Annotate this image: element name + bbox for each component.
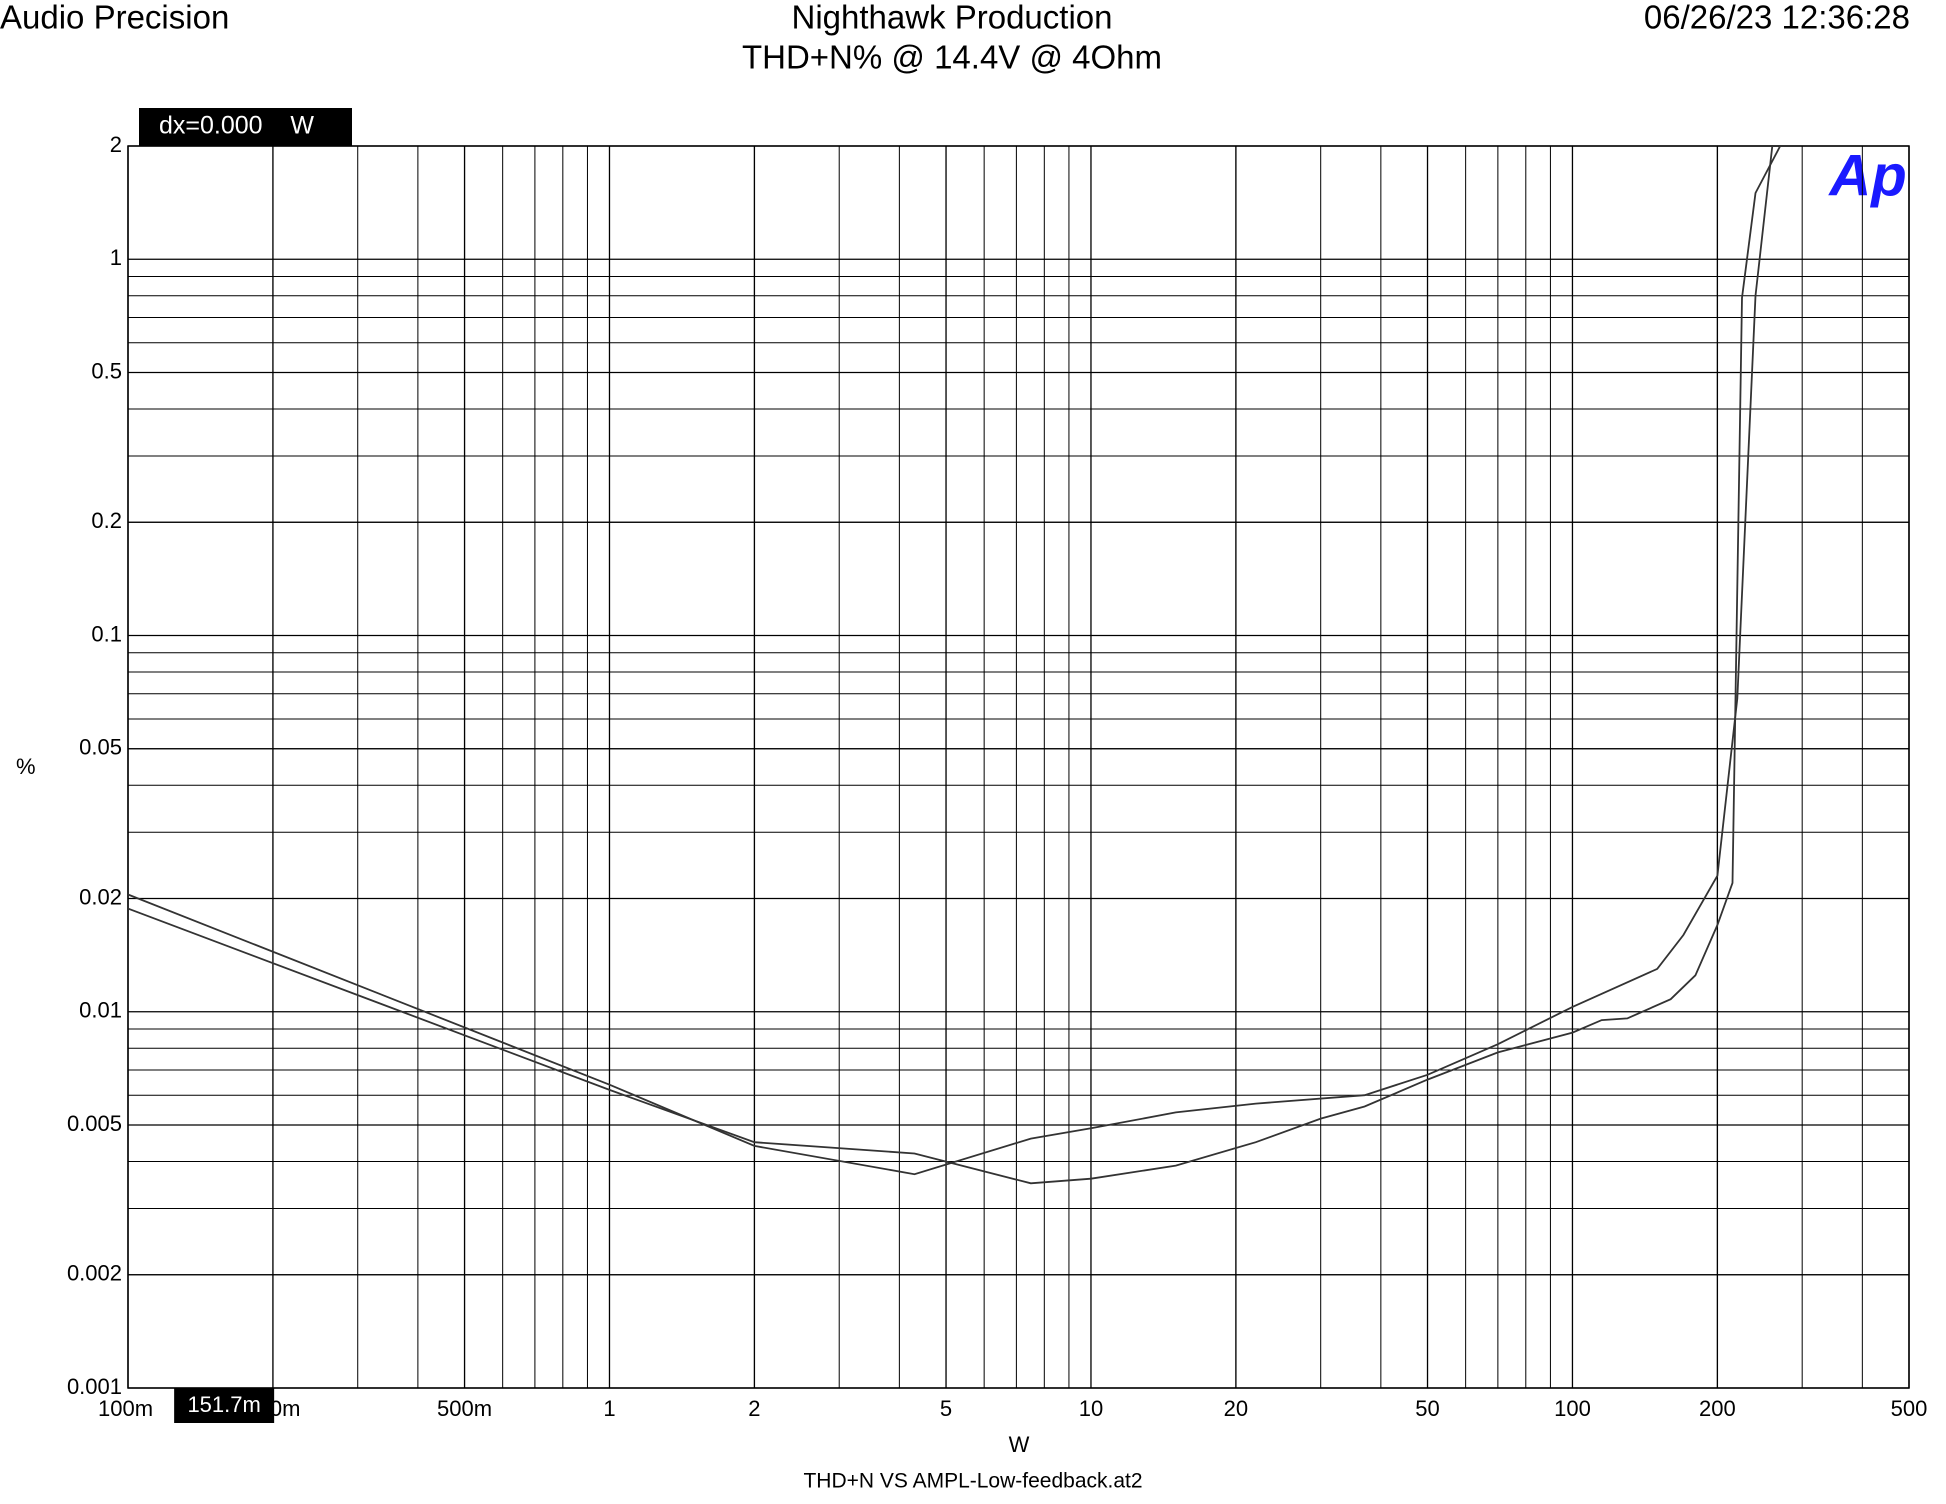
- series-line: [128, 146, 1781, 1185]
- x-tick-label: 500: [1891, 1396, 1928, 1421]
- x-tick-label: 5: [940, 1396, 952, 1421]
- brand: Audio Precision: [0, 0, 229, 36]
- y-tick-label: 0.2: [91, 508, 122, 533]
- x-tick-label: 1: [603, 1396, 615, 1421]
- x-tick-label: 100: [1554, 1396, 1591, 1421]
- x-tick-label: 500m: [437, 1396, 492, 1421]
- y-tick-label: 0.05: [79, 735, 122, 760]
- chart-subtitle: THD+N% @ 14.4V @ 4Ohm: [742, 39, 1162, 76]
- logo: Ap: [1827, 143, 1906, 208]
- cursor-text: dx=0.000 W: [159, 112, 314, 140]
- y-tick-label: 0.005: [67, 1111, 122, 1136]
- y-tick-label: 0.01: [79, 998, 122, 1023]
- y-tick-label: 0.001: [67, 1374, 122, 1399]
- cursor-box: [139, 108, 352, 146]
- y-tick-label: 0.02: [79, 884, 122, 909]
- x-tick-label: 20: [1224, 1396, 1248, 1421]
- y-tick-label: 2: [110, 132, 122, 157]
- chart-title: Nighthawk Production: [791, 0, 1112, 36]
- y-tick-label: 0.1: [91, 621, 122, 646]
- timestamp: 06/26/23 12:36:28: [1644, 0, 1910, 36]
- y-tick-label: 1: [110, 245, 122, 270]
- y-tick-label: 0.002: [67, 1261, 122, 1286]
- footer: THD+N VS AMPL-Low-feedback.at2: [803, 1470, 1142, 1493]
- x-tick-label: 100m: [98, 1396, 153, 1421]
- x-tick-label: 50: [1415, 1396, 1439, 1421]
- x-axis-label: W: [1009, 1432, 1030, 1457]
- series-line: [128, 146, 1774, 1176]
- y-axis-label: %: [16, 754, 36, 779]
- plot-frame: [127, 145, 1910, 1389]
- x-tick-label: 2: [748, 1396, 760, 1421]
- y-tick-label: 0.5: [91, 358, 122, 383]
- cursor-readout-box: [174, 1388, 275, 1423]
- x-tick-label: 200: [1699, 1396, 1736, 1421]
- cursor-readout: 151.7m: [187, 1392, 260, 1417]
- x-tick-label: 10: [1079, 1396, 1103, 1421]
